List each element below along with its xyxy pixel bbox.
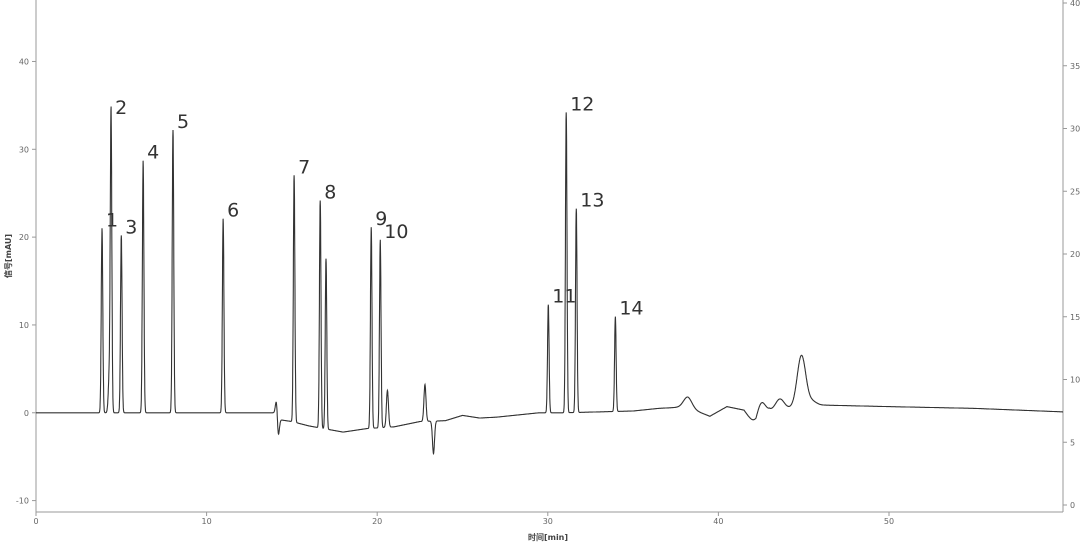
y-axis-label: 信号[mAU]: [3, 234, 13, 278]
peak-label-4: 4: [147, 142, 159, 164]
peak-label-5: 5: [177, 111, 189, 133]
peak-label-11: 11: [552, 286, 576, 308]
x-tick-label: 20: [372, 517, 382, 526]
peak-label-12: 12: [570, 93, 594, 115]
y-tick-label: 20: [19, 233, 29, 242]
y2-tick-label: 35: [1070, 62, 1080, 71]
y2-tick-label: 40: [1070, 0, 1080, 8]
y-tick-label: 0: [24, 409, 29, 418]
y-tick-label: 30: [19, 145, 29, 154]
y2-tick-label: 25: [1070, 187, 1080, 196]
peak-label-9: 9: [375, 208, 387, 230]
x-tick-label: 10: [202, 517, 212, 526]
y2-tick-label: 20: [1070, 250, 1080, 259]
peak-label-13: 13: [580, 190, 604, 212]
y-tick-label: 40: [19, 57, 29, 66]
x-tick-label: 40: [713, 517, 723, 526]
peak-label-10: 10: [384, 221, 408, 243]
y2-tick-label: 0: [1070, 501, 1075, 510]
peak-label-6: 6: [227, 200, 239, 222]
x-axis-label: 时间[min]: [528, 532, 568, 542]
peak-label-3: 3: [125, 216, 137, 238]
peak-label-7: 7: [298, 156, 310, 178]
y-tick-label: -10: [16, 497, 29, 506]
peak-label-2: 2: [115, 97, 127, 119]
x-tick-label: 0: [33, 517, 38, 526]
y2-tick-label: 5: [1070, 438, 1075, 447]
peak-label-14: 14: [619, 298, 643, 320]
y2-tick-label: 10: [1070, 376, 1080, 385]
signal-trace: [36, 106, 1063, 456]
peak-label-1: 1: [106, 209, 118, 231]
y2-tick-label: 30: [1070, 125, 1080, 134]
x-tick-label: 50: [884, 517, 894, 526]
y-tick-label: 10: [19, 321, 29, 330]
peak-label-8: 8: [324, 182, 336, 204]
x-tick-label: 30: [543, 517, 553, 526]
y2-tick-label: 15: [1070, 313, 1080, 322]
